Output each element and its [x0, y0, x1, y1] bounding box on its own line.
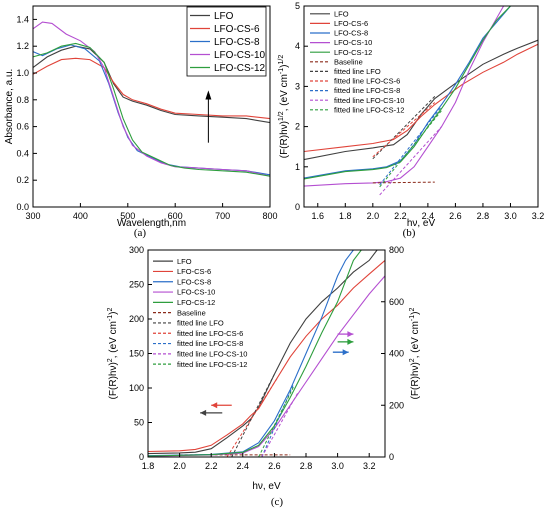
legend-label: LFO-CS-12 — [334, 48, 372, 57]
legend-label: fitted line LFO-CS-10 — [177, 349, 247, 358]
y-axis-label: (F(R)hν)1/2, (eV cm-1)1/2 — [278, 55, 290, 159]
y-tick-label: 0 — [139, 452, 144, 462]
legend-label: fitted line LFO-CS-12 — [177, 360, 247, 369]
x-tick-label: 2.6 — [268, 461, 281, 471]
y-tick-label: 1.4 — [16, 14, 29, 24]
y-tick-label: 0.2 — [16, 175, 29, 185]
legend-label: LFO-CS-12 — [177, 298, 215, 307]
x-tick-label: 2.8 — [477, 211, 490, 221]
x-tick-label: 1.8 — [142, 461, 155, 471]
legend-label: fitted line LFO-CS-8 — [334, 86, 400, 95]
legend-label: LFO-CS-8 — [334, 29, 368, 38]
x-tick-label: 700 — [215, 211, 230, 221]
arrow-lfo-cs6-left-head — [211, 402, 217, 408]
y-axis-label: Absorbance, a.u. — [4, 69, 15, 145]
legend-label: LFO — [334, 9, 349, 18]
legend-label: LFO-CS-10 — [334, 38, 372, 47]
y-right-tick-label: 0 — [389, 452, 394, 462]
x-tick-label: 2.2 — [394, 211, 407, 221]
legend-label: Baseline — [334, 57, 363, 66]
x-tick-label: 2.0 — [367, 211, 380, 221]
series-fitted-line-lfo-cs-10 — [380, 127, 442, 195]
y-tick-label: 2 — [295, 122, 300, 132]
x-axis-label: Wavelength,nm — [117, 218, 186, 229]
y-tick-label: 1.2 — [16, 41, 29, 51]
legend-label: LFO-CS-8 — [214, 37, 260, 48]
legend-label: LFO-CS-6 — [177, 267, 211, 276]
y-tick-label: 150 — [129, 349, 144, 359]
y-tick-label: 250 — [129, 280, 144, 290]
legend-a: LFO LFO-CS-6 LFO-CS-8 LFO-CS-10 LFO-CS-12 — [187, 7, 266, 76]
y-tick-label: 5 — [295, 1, 300, 11]
y-tick-label: 100 — [129, 383, 144, 393]
y-tick-label: 0.0 — [16, 202, 29, 212]
legend-label: fitted line LFO — [177, 319, 224, 328]
series-fitted-line-lfo-cs-6 — [227, 378, 278, 457]
x-tick-label: 1.6 — [312, 211, 325, 221]
x-tick-label: 300 — [25, 211, 40, 221]
legend-label: Baseline — [177, 308, 206, 317]
y-tick-label: 0.6 — [16, 122, 29, 132]
y-tick-label: 0 — [295, 202, 300, 212]
legend-label: LFO-CS-6 — [214, 24, 260, 35]
legend-label: LFO-CS-10 — [214, 50, 266, 61]
panel-b-chart: 1.6 1.8 2.0 2.2 2.4 2.6 2.8 3.0 3.2 0 1 2 3 4 5 hν, eV (… — [278, 1, 544, 229]
x-tick-label: 2.6 — [449, 211, 462, 221]
y-right-tick-label: 200 — [389, 400, 404, 410]
legend-label: LFO-CS-12 — [214, 63, 266, 74]
legend-b: LFOLFO-CS-6LFO-CS-8LFO-CS-10LFO-CS-12Bas… — [310, 9, 404, 114]
y-tick-label: 50 — [134, 418, 144, 428]
x-tick-label: 2.8 — [300, 461, 313, 471]
x-tick-label: 2.4 — [237, 461, 250, 471]
arrow-lfo-cs10-right-head — [347, 331, 353, 337]
arrow-lfo-cs8-right-head — [343, 349, 349, 355]
y-tick-label: 300 — [129, 245, 144, 255]
legend-label: fitted line LFO-CS-8 — [177, 339, 243, 348]
annotation-arrow-head — [205, 90, 211, 99]
panel-label-a: (a) — [134, 227, 147, 239]
x-tick-label: 3.0 — [504, 211, 517, 221]
x-axis-label: hν, eV — [252, 481, 281, 492]
legend-label: fitted line LFO-CS-6 — [177, 329, 243, 338]
legend-label: LFO — [177, 257, 192, 266]
legend-label: fitted line LFO — [334, 67, 381, 76]
legend-label: fitted line LFO-CS-12 — [334, 105, 404, 114]
y-tick-label: 3 — [295, 81, 300, 91]
x-tick-label: 3.2 — [363, 461, 376, 471]
y-tick-label: 0.8 — [16, 95, 29, 105]
x-tick-label: 3.2 — [532, 211, 545, 221]
panel-a-chart: 300 400 500 600 700 800 0.0 0.2 0.4 0.6 0.8 1.0 1.2 1… — [4, 6, 278, 229]
panel-label-c: (c) — [271, 496, 284, 508]
y-axis-label-right: (F(R)hν)2, (eV cm-1)2 — [409, 307, 421, 399]
y-right-tick-label: 600 — [389, 297, 404, 307]
y-tick-label: 0.4 — [16, 148, 29, 158]
x-tick-label: 1.8 — [339, 211, 352, 221]
panel-c-chart: 1.8 2.0 2.2 2.4 2.6 2.8 3.0 3.2 0 50 100 150 200 250 3… — [107, 245, 421, 492]
legend-label: LFO — [214, 11, 234, 22]
y-axis-label-left: (F(R)hν)2, (eV cm-1)2 — [107, 307, 119, 399]
x-tick-label: 2.0 — [173, 461, 186, 471]
x-tick-label: 800 — [262, 211, 277, 221]
y-right-tick-label: 400 — [389, 349, 404, 359]
y-tick-label: 200 — [129, 314, 144, 324]
panel-label-b: (b) — [403, 227, 416, 239]
legend-label: LFO-CS-8 — [177, 277, 211, 286]
arrow-lfo-cs12-right-head — [347, 339, 353, 345]
y-tick-label: 1 — [295, 162, 300, 172]
x-tick-label: 3.0 — [331, 461, 344, 471]
x-tick-label: 2.2 — [205, 461, 218, 471]
arrow-lfo-left-head — [200, 410, 206, 416]
legend-label: LFO-CS-6 — [334, 19, 368, 28]
legend-label: fitted line LFO-CS-10 — [334, 96, 404, 105]
legend-label: fitted line LFO-CS-6 — [334, 77, 400, 86]
y-tick-label: 1.0 — [16, 68, 29, 78]
y-right-tick-label: 800 — [389, 245, 404, 255]
y-tick-label: 4 — [295, 41, 300, 51]
legend-label: LFO-CS-10 — [177, 288, 215, 297]
x-tick-label: 400 — [73, 211, 88, 221]
